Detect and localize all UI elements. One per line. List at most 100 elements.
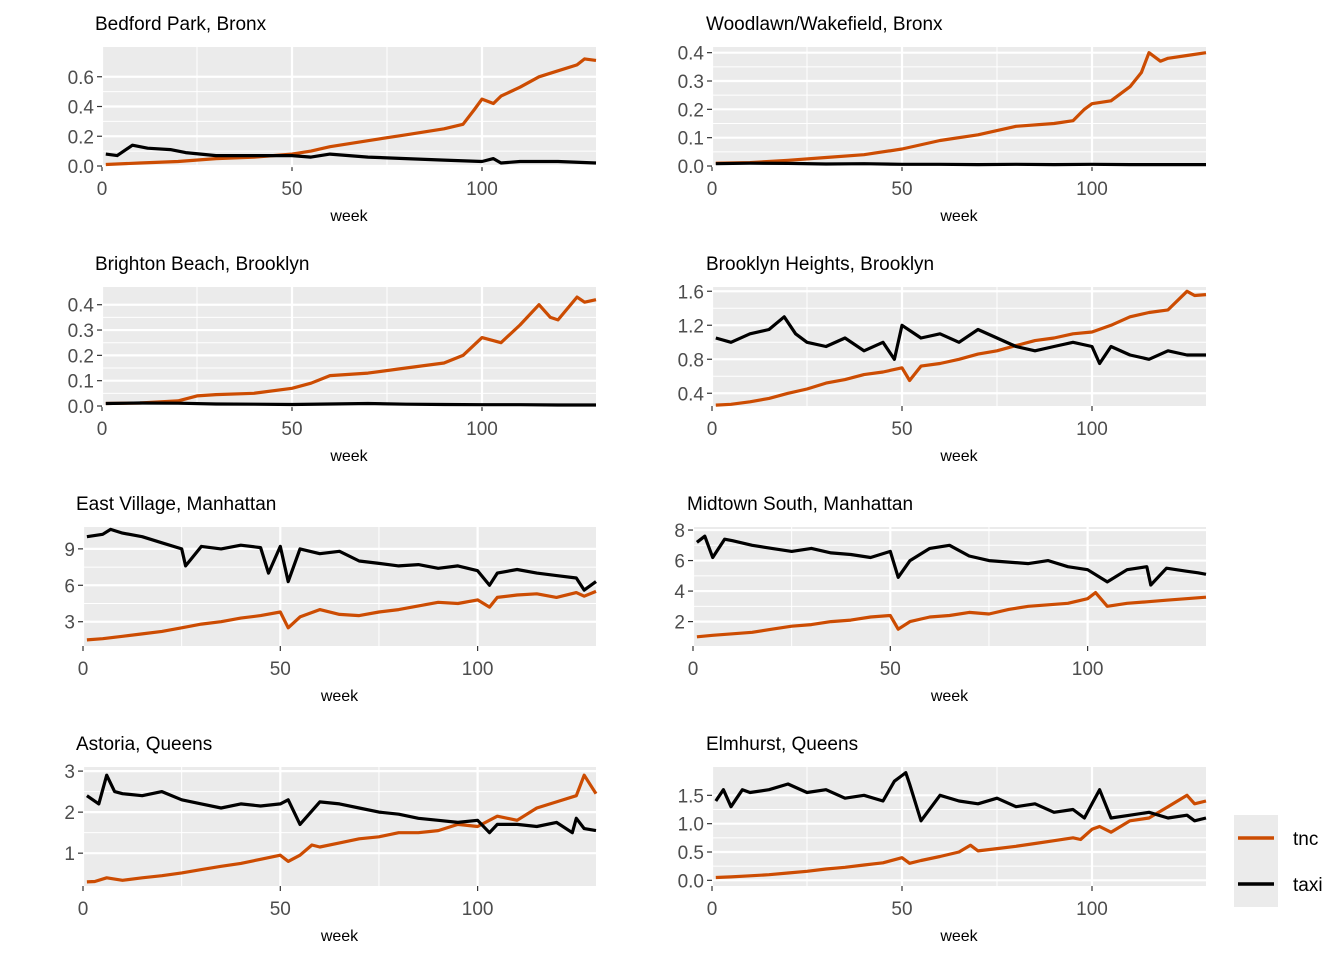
y-tick-label: 9 bbox=[64, 540, 75, 561]
panel-title: Astoria, Queens bbox=[76, 734, 212, 755]
x-tick-label: 0 bbox=[97, 419, 108, 440]
series-line-taxi bbox=[85, 773, 597, 835]
panel-title: Bedford Park, Bronx bbox=[95, 14, 267, 35]
panel-title: Brighton Beach, Brooklyn bbox=[95, 254, 309, 275]
x-tick-label: 50 bbox=[281, 179, 302, 200]
series-line-taxi bbox=[714, 771, 1207, 823]
series-line-taxi bbox=[695, 534, 1207, 587]
y-tick-label: 0.6 bbox=[68, 68, 94, 89]
panel-background bbox=[102, 287, 596, 406]
panel-title: Elmhurst, Queens bbox=[706, 734, 858, 755]
facet-panel: 0 50 100 0.0 0.5 1.0 1.5 Elmhurst, Queens week bbox=[678, 734, 1207, 945]
y-tick-label: 2 bbox=[674, 613, 685, 634]
series-line-tnc bbox=[715, 51, 1207, 165]
x-axis-title: week bbox=[930, 688, 969, 705]
x-tick-label: 50 bbox=[891, 179, 912, 200]
facet-panel: 0 50 100 0.0 0.1 0.2 0.3 0.4Woodlawn/Wakefield,… bbox=[678, 14, 1207, 225]
x-tick-label: 50 bbox=[270, 659, 291, 680]
x-tick-label: 0 bbox=[707, 899, 718, 920]
x-tick-label: 0 bbox=[78, 659, 89, 680]
y-tick-label: 0.1 bbox=[68, 372, 94, 393]
x-tick-label: 0 bbox=[707, 179, 718, 200]
series-line-taxi bbox=[86, 527, 597, 592]
x-tick-label: 100 bbox=[462, 899, 494, 920]
x-tick-label: 50 bbox=[270, 899, 291, 920]
y-tick-label: 0.2 bbox=[68, 346, 94, 367]
panel-background bbox=[83, 527, 596, 646]
panel-title: Woodlawn/Wakefield, Bronx bbox=[706, 14, 943, 35]
y-tick-label: 2 bbox=[64, 803, 75, 824]
y-tick-label: 1.0 bbox=[678, 815, 704, 836]
x-axis-title: week bbox=[320, 688, 359, 705]
series-line-tnc bbox=[86, 773, 598, 884]
panel-title: Midtown South, Manhattan bbox=[687, 494, 913, 515]
series-line-tnc bbox=[86, 589, 597, 642]
x-tick-label: 0 bbox=[78, 899, 89, 920]
x-tick-label: 100 bbox=[1076, 419, 1108, 440]
y-tick-label: 0.2 bbox=[68, 127, 94, 148]
y-tick-label: 0.0 bbox=[678, 871, 704, 892]
y-tick-label: 0.4 bbox=[678, 44, 705, 65]
y-tick-label: 1.6 bbox=[678, 282, 704, 303]
y-tick-label: 1.5 bbox=[678, 786, 704, 807]
x-tick-label: 0 bbox=[688, 659, 699, 680]
x-axis-title: week bbox=[939, 208, 978, 225]
y-tick-label: 8 bbox=[674, 521, 685, 542]
series-line-tnc bbox=[105, 57, 597, 167]
series-line-tnc bbox=[696, 591, 1207, 639]
panel-background bbox=[712, 287, 1206, 406]
legend-key-background bbox=[1234, 815, 1278, 907]
y-tick-label: 6 bbox=[64, 576, 75, 597]
y-tick-label: 0.4 bbox=[68, 296, 95, 317]
legend: tnc taxi bbox=[1234, 815, 1323, 907]
y-tick-label: 0.0 bbox=[68, 397, 94, 418]
series-line-taxi bbox=[715, 315, 1206, 366]
x-tick-label: 50 bbox=[880, 659, 901, 680]
x-tick-label: 0 bbox=[707, 419, 718, 440]
x-axis-title: week bbox=[939, 928, 978, 945]
legend-label-taxi: taxi bbox=[1293, 875, 1323, 896]
y-tick-label: 0.2 bbox=[678, 100, 704, 121]
legend-label-tnc: tnc bbox=[1293, 829, 1318, 850]
y-tick-label: 0.8 bbox=[678, 350, 704, 371]
x-tick-label: 50 bbox=[891, 419, 912, 440]
x-axis-title: week bbox=[320, 928, 359, 945]
x-axis-title: week bbox=[329, 448, 368, 465]
series-line-taxi bbox=[105, 401, 596, 407]
y-tick-label: 0.4 bbox=[678, 384, 705, 405]
panel-title: East Village, Manhattan bbox=[76, 494, 276, 515]
y-tick-label: 0.5 bbox=[678, 843, 704, 864]
y-tick-label: 0.3 bbox=[678, 72, 704, 93]
y-tick-label: 3 bbox=[64, 613, 75, 634]
x-tick-label: 50 bbox=[891, 899, 912, 920]
y-tick-label: 0.3 bbox=[68, 321, 94, 342]
y-tick-label: 6 bbox=[674, 552, 685, 573]
y-tick-label: 1 bbox=[64, 844, 75, 865]
y-tick-label: 0.0 bbox=[68, 157, 94, 178]
x-tick-label: 100 bbox=[1076, 179, 1108, 200]
panel-background bbox=[83, 767, 596, 886]
y-tick-label: 4 bbox=[674, 582, 685, 603]
x-tick-label: 100 bbox=[1072, 659, 1104, 680]
x-tick-label: 50 bbox=[281, 419, 302, 440]
facet-panel: 0 50 100 3 6 9 East Village, Manhattan week bbox=[64, 494, 597, 705]
x-tick-label: 0 bbox=[97, 179, 108, 200]
x-axis-title: week bbox=[329, 208, 368, 225]
facet-panel: 0 50 100 0.0 0.2 0.4 0.6 Bedford Park, Bronx wee… bbox=[68, 14, 597, 225]
y-tick-label: 0.0 bbox=[678, 157, 704, 178]
series-line-tnc bbox=[105, 295, 597, 406]
x-tick-label: 100 bbox=[466, 419, 498, 440]
series-line-tnc bbox=[715, 289, 1207, 407]
x-axis-title: week bbox=[939, 448, 978, 465]
series-line-tnc bbox=[715, 793, 1207, 880]
y-tick-label: 0.4 bbox=[68, 98, 95, 119]
x-tick-label: 100 bbox=[462, 659, 494, 680]
series-line-taxi bbox=[715, 161, 1206, 167]
y-tick-label: 1.2 bbox=[678, 316, 704, 337]
